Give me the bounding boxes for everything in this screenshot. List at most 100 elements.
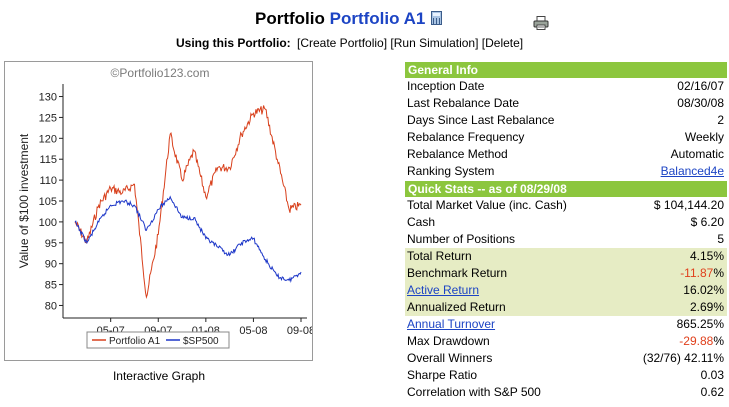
stat-label: Ranking System bbox=[407, 164, 495, 178]
stat-label: Cash bbox=[407, 215, 436, 229]
stat-row-active-return: Active Return 16.02% bbox=[405, 282, 727, 299]
stat-value: 2.69% bbox=[690, 299, 724, 316]
stat-row-max-drawdown: Max Drawdown -29.88% bbox=[405, 333, 727, 350]
stat-row-inception-date: Inception Date 02/16/07 bbox=[405, 78, 727, 95]
percent-sign: % bbox=[713, 266, 724, 280]
annual-turnover-link[interactable]: Annual Turnover bbox=[407, 317, 496, 331]
stat-row-number-of-positions: Number of Positions 5 bbox=[405, 231, 727, 248]
stat-number: (32/76) 42.11 bbox=[642, 351, 714, 365]
title-prefix: Portfolio bbox=[255, 9, 325, 28]
stat-value: Weekly bbox=[684, 130, 724, 144]
y-tick-label: 90 bbox=[45, 259, 57, 271]
quick-stats-header: Quick Stats -- as of 08/29/08 bbox=[405, 181, 727, 197]
stat-label: Max Drawdown bbox=[407, 334, 490, 348]
y-tick-label: 130 bbox=[39, 92, 57, 104]
using-label: Using this Portfolio: bbox=[176, 36, 291, 50]
stat-number: 4.15 bbox=[689, 249, 714, 263]
stat-value: 5 bbox=[717, 232, 724, 246]
portfolio-name: Portfolio A1 bbox=[329, 9, 426, 28]
stat-value: 0.62 bbox=[700, 385, 724, 399]
stat-label: Days Since Last Rebalance bbox=[407, 113, 555, 127]
general-info-header: General Info bbox=[405, 62, 727, 78]
percent-sign: % bbox=[713, 300, 724, 314]
y-tick-label: 80 bbox=[45, 300, 57, 312]
active-return-link[interactable]: Active Return bbox=[407, 283, 480, 297]
y-tick-label: 125 bbox=[39, 112, 57, 124]
series-line-sp500 bbox=[74, 195, 302, 284]
percent-sign: % bbox=[713, 317, 724, 331]
calculator-icon[interactable] bbox=[431, 11, 443, 25]
stat-row-ranking-system: Ranking System Balanced4e bbox=[405, 163, 727, 180]
stat-label: Rebalance Method bbox=[407, 147, 508, 161]
stat-value: -29.88% bbox=[679, 333, 724, 350]
create-portfolio-link[interactable]: [Create Portfolio] bbox=[297, 36, 388, 50]
ranking-system-link[interactable]: Balanced4e bbox=[660, 164, 724, 178]
stat-value: 2 bbox=[717, 113, 724, 127]
stat-value: -11.87% bbox=[680, 265, 724, 282]
delete-link[interactable]: [Delete] bbox=[481, 36, 524, 50]
percent-sign: % bbox=[713, 249, 724, 263]
page-title: Portfolio Portfolio A1 bbox=[255, 9, 443, 29]
y-tick-label: 95 bbox=[45, 238, 57, 250]
chart-canvas[interactable]: ©Portfolio123.com 80 85 90 95 100 105 110 115 120… bbox=[5, 62, 312, 360]
y-tick-label: 85 bbox=[45, 280, 57, 292]
y-tick-label: 115 bbox=[39, 154, 57, 166]
stat-label: Overall Winners bbox=[407, 351, 493, 365]
stat-label: Rebalance Frequency bbox=[407, 130, 525, 144]
stat-row-total-market-value: Total Market Value (inc. Cash) $ 104,144.… bbox=[405, 197, 727, 214]
stat-label: Annualized Return bbox=[407, 300, 506, 314]
legend-entry-label: Portfolio A1 bbox=[109, 336, 161, 347]
stat-row-annual-turnover: Annual Turnover 865.25% bbox=[405, 316, 727, 333]
stat-label: Sharpe Ratio bbox=[407, 368, 478, 382]
x-tick-label: 09-08 bbox=[287, 325, 312, 337]
stat-row-total-return: Total Return 4.15% bbox=[405, 248, 727, 265]
stat-row-cash: Cash $ 6.20 bbox=[405, 214, 727, 231]
printer-icon[interactable] bbox=[533, 16, 549, 30]
y-tick-label: 110 bbox=[39, 175, 57, 187]
chart-watermark: ©Portfolio123.com bbox=[111, 66, 210, 80]
legend-box bbox=[86, 331, 230, 349]
y-axis-label: Value of $100 investment bbox=[17, 133, 31, 268]
x-tick-label: 05-08 bbox=[239, 325, 267, 337]
stat-row-last-rebalance-date: Last Rebalance Date 08/30/08 bbox=[405, 95, 727, 112]
performance-chart[interactable]: ©Portfolio123.com 80 85 90 95 100 105 110 115 120… bbox=[4, 61, 313, 361]
stat-label: Number of Positions bbox=[407, 232, 516, 246]
y-tick-label: 120 bbox=[39, 133, 57, 145]
stat-row-overall-winners: Overall Winners (32/76) 42.11% bbox=[405, 350, 727, 367]
stat-number: 16.02 bbox=[683, 283, 714, 297]
stat-row-days-since-rebalance: Days Since Last Rebalance 2 bbox=[405, 112, 727, 129]
stat-number: -29.88 bbox=[679, 334, 714, 348]
stat-value: 08/30/08 bbox=[677, 96, 724, 110]
y-tick-label: 100 bbox=[39, 217, 57, 229]
y-tick-label: 105 bbox=[39, 196, 57, 208]
stat-value: 02/16/07 bbox=[677, 79, 724, 93]
stat-row-rebalance-method: Rebalance Method Automatic bbox=[405, 146, 727, 163]
stat-label: Total Return bbox=[407, 249, 472, 263]
run-simulation-link[interactable]: [Run Simulation] bbox=[390, 36, 479, 50]
stat-row-correlation-sp500: Correlation with S&P 500 0.62 bbox=[405, 384, 727, 401]
stat-value: $ 6.20 bbox=[690, 215, 724, 229]
series-line-portfolio-a1 bbox=[74, 105, 302, 299]
stat-number: 2.69 bbox=[689, 300, 714, 314]
stat-row-sharpe-ratio: Sharpe Ratio 0.03 bbox=[405, 367, 727, 384]
percent-sign: % bbox=[713, 283, 724, 297]
percent-sign: % bbox=[713, 351, 724, 365]
stat-number: -11.87 bbox=[680, 266, 714, 280]
stat-value: 16.02% bbox=[683, 282, 724, 299]
stat-value: 865.25% bbox=[677, 316, 724, 333]
stat-row-annualized-return: Annualized Return 2.69% bbox=[405, 299, 727, 316]
stat-value: 4.15% bbox=[690, 248, 724, 265]
legend-entry-label: $SP500 bbox=[183, 336, 219, 347]
stat-value: (32/76) 42.11% bbox=[643, 350, 724, 367]
interactive-graph-caption[interactable]: Interactive Graph bbox=[112, 369, 206, 383]
stat-value: Automatic bbox=[670, 147, 724, 161]
stat-label: Total Market Value (inc. Cash) bbox=[407, 198, 567, 212]
stat-label: Correlation with S&P 500 bbox=[407, 385, 541, 399]
stat-label: Benchmark Return bbox=[407, 266, 508, 280]
stat-label: Last Rebalance Date bbox=[407, 96, 520, 110]
stat-row-rebalance-frequency: Rebalance Frequency Weekly bbox=[405, 129, 727, 146]
stat-value: $ 104,144.20 bbox=[653, 198, 724, 212]
stats-panel: General Info Inception Date 02/16/07 Last… bbox=[405, 61, 727, 401]
stat-number: 865.25 bbox=[676, 317, 714, 331]
stat-label: Inception Date bbox=[407, 79, 485, 93]
